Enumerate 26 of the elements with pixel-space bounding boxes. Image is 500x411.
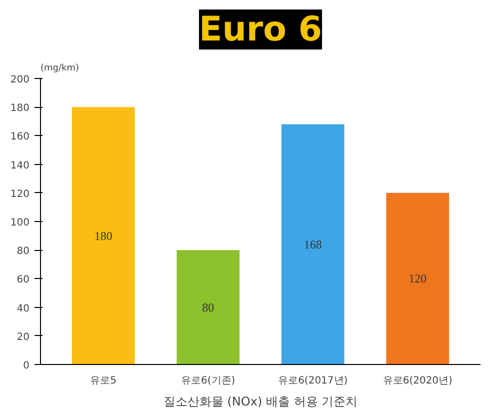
data-label: 180 xyxy=(94,228,112,243)
y-tick-label: 200 xyxy=(10,74,30,86)
data-label: 168 xyxy=(304,237,322,252)
data-label: 80 xyxy=(202,300,214,314)
y-tick-label: 0 xyxy=(23,360,30,372)
x-tick-label: 유로6(기존) xyxy=(181,376,236,386)
x-tick-label: 유로6(2017년) xyxy=(278,376,348,386)
chart-title: Euro 6 xyxy=(198,10,322,50)
y-tick-label: 100 xyxy=(10,218,30,228)
x-axis-title: 질소산화물 (NOx) 배출 허용 기준치 xyxy=(163,394,358,408)
bar xyxy=(281,124,344,364)
bar xyxy=(176,250,240,364)
y-tick-label: 20 xyxy=(16,332,30,343)
y-tick-label: 160 xyxy=(10,132,30,143)
y-tick-label: 80 xyxy=(16,246,30,258)
data-label: 120 xyxy=(408,272,427,286)
bar xyxy=(386,192,450,364)
bar xyxy=(72,107,135,364)
y-axis-title: (mg/km) xyxy=(40,64,80,74)
y-tick-label: 120 xyxy=(10,188,30,200)
y-tick-label: 140 xyxy=(10,160,30,172)
x-tick-label: 유로5 xyxy=(90,376,117,386)
y-tick-label: 180 xyxy=(10,103,30,114)
y-tick-label: 40 xyxy=(16,303,30,314)
x-tick-label: 유로6(2020년) xyxy=(382,376,453,386)
y-tick-label: 60 xyxy=(16,274,30,286)
